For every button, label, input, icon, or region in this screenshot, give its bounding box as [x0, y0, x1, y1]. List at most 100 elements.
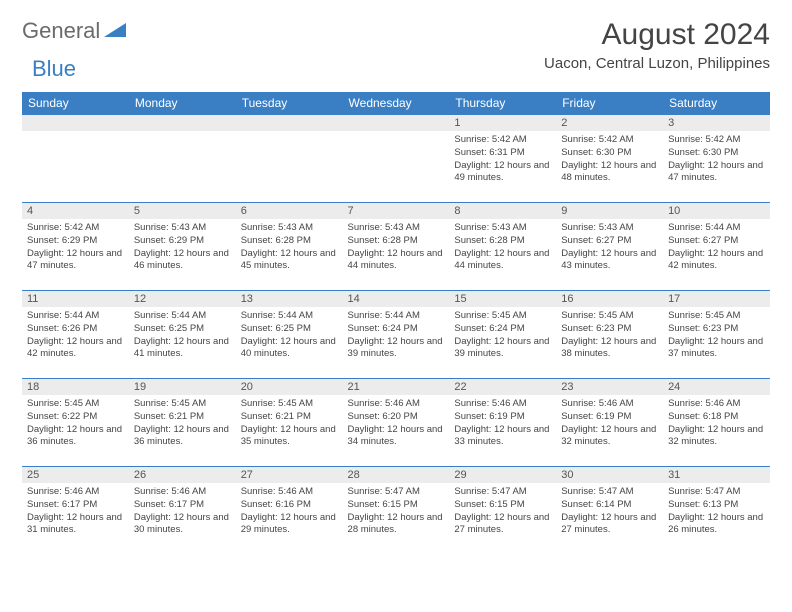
day-details: Sunrise: 5:42 AMSunset: 6:31 PMDaylight:… — [449, 131, 556, 189]
day-number: 3 — [663, 115, 770, 131]
day-details: Sunrise: 5:47 AMSunset: 6:14 PMDaylight:… — [556, 483, 663, 541]
day-number: 31 — [663, 467, 770, 483]
daylight-line: Daylight: 12 hours and 40 minutes. — [241, 336, 336, 360]
calendar-day-cell: 1Sunrise: 5:42 AMSunset: 6:31 PMDaylight… — [449, 115, 556, 203]
daylight-line: Daylight: 12 hours and 27 minutes. — [561, 512, 656, 536]
sunrise-line: Sunrise: 5:45 AM — [454, 310, 526, 321]
calendar-week-row: 4Sunrise: 5:42 AMSunset: 6:29 PMDaylight… — [22, 203, 770, 291]
day-details: Sunrise: 5:46 AM Sunset: 6:17 PM Daylight:… — [22, 483, 129, 541]
daylight-line: Daylight: 12 hours and 34 minutes. — [348, 424, 443, 448]
sunset-line: Sunset: 6:15 PM — [454, 499, 524, 510]
daylight-line: Daylight: 12 hours and 49 minutes. — [454, 160, 549, 184]
sunrise-line: Sunrise: 5:42 AM — [561, 134, 633, 145]
calendar-day-cell — [343, 115, 450, 203]
calendar-day-cell: 5Sunrise: 5:43 AMSunset: 6:29 PMDaylight… — [129, 203, 236, 291]
day-number: 7 — [343, 203, 450, 219]
calendar-day-cell: 23Sunrise: 5:46 AMSunset: 6:19 PMDayligh… — [556, 379, 663, 467]
daylight-line: Daylight: 12 hours and 33 minutes. — [454, 424, 549, 448]
calendar-day-cell — [236, 115, 343, 203]
day-details: Sunrise: 5:46 AMSunset: 6:19 PMDaylight:… — [556, 395, 663, 453]
calendar-day-cell: 19Sunrise: 5:45 AMSunset: 6:21 PMDayligh… — [129, 379, 236, 467]
calendar-week-row: 1Sunrise: 5:42 AMSunset: 6:31 PMDaylight… — [22, 115, 770, 203]
daylight-line: Daylight: 12 hours and 43 minutes. — [561, 248, 656, 272]
calendar-day-cell: 15Sunrise: 5:45 AMSunset: 6:24 PMDayligh… — [449, 291, 556, 379]
sunrise-line: Sunrise: 5:46 AM — [454, 398, 526, 409]
day-details: Sunrise: 5:45 AMSunset: 6:23 PMDaylight:… — [663, 307, 770, 365]
day-number: 12 — [129, 291, 236, 307]
sunrise-line: Sunrise: 5:43 AM — [454, 222, 526, 233]
daylight-line: Daylight: 12 hours and 35 minutes. — [241, 424, 336, 448]
day-number: 13 — [236, 291, 343, 307]
calendar-day-cell: 7Sunrise: 5:43 AMSunset: 6:28 PMDaylight… — [343, 203, 450, 291]
sunset-line: Sunset: 6:29 PM — [27, 235, 97, 246]
day-details: Sunrise: 5:44 AMSunset: 6:25 PMDaylight:… — [236, 307, 343, 365]
daylight-line: Daylight: 12 hours and 47 minutes. — [27, 248, 122, 272]
calendar-day-cell: 3Sunrise: 5:42 AMSunset: 6:30 PMDaylight… — [663, 115, 770, 203]
day-number: 10 — [663, 203, 770, 219]
daylight-line: Daylight: 12 hours and 31 minutes. — [27, 512, 122, 536]
daylight-line: Daylight: 12 hours and 30 minutes. — [134, 512, 229, 536]
weekday-header: Sunday — [22, 92, 129, 115]
sunrise-line: Sunrise: 5:46 AM — [27, 486, 99, 497]
daylight-line: Daylight: 12 hours and 45 minutes. — [241, 248, 336, 272]
calendar-table: SundayMondayTuesdayWednesdayThursdayFrid… — [22, 92, 770, 555]
day-details: Sunrise: 5:45 AMSunset: 6:21 PMDaylight:… — [129, 395, 236, 453]
sunset-line: Sunset: 6:15 PM — [348, 499, 418, 510]
sunrise-line: Sunrise: 5:46 AM — [561, 398, 633, 409]
weekday-header: Tuesday — [236, 92, 343, 115]
day-details: Sunrise: 5:44 AMSunset: 6:27 PMDaylight:… — [663, 219, 770, 277]
day-number — [22, 115, 129, 131]
sunset-line: Sunset: 6:21 PM — [241, 411, 311, 422]
sunset-line: Sunset: 6:19 PM — [454, 411, 524, 422]
calendar-day-cell: 26Sunrise: 5:46 AMSunset: 6:17 PMDayligh… — [129, 467, 236, 555]
title-block: August 2024 Uacon, Central Luzon, Philip… — [544, 18, 770, 72]
calendar-body: 1Sunrise: 5:42 AMSunset: 6:31 PMDaylight… — [22, 115, 770, 555]
sunrise-line: Sunrise: 5:47 AM — [348, 486, 420, 497]
day-details: Sunrise: 5:42 AMSunset: 6:30 PMDaylight:… — [663, 131, 770, 189]
sunset-line: Sunset: 6:31 PM — [454, 147, 524, 158]
day-details: Sunrise: 5:46 AMSunset: 6:18 PMDaylight:… — [663, 395, 770, 453]
calendar-day-cell: 21Sunrise: 5:46 AMSunset: 6:20 PMDayligh… — [343, 379, 450, 467]
day-number: 30 — [556, 467, 663, 483]
day-number: 17 — [663, 291, 770, 307]
daylight-line: Daylight: 12 hours and 37 minutes. — [668, 336, 763, 360]
sunrise-line: Sunrise: 5:46 AM — [348, 398, 420, 409]
sunset-line: Sunset: 6:28 PM — [454, 235, 524, 246]
day-details: Sunrise: 5:45 AMSunset: 6:24 PMDaylight:… — [449, 307, 556, 365]
month-title: August 2024 — [544, 18, 770, 52]
sunrise-line: Sunrise: 5:43 AM — [241, 222, 313, 233]
calendar-day-cell: 11Sunrise: 5:44 AMSunset: 6:26 PMDayligh… — [22, 291, 129, 379]
calendar-day-cell: 17Sunrise: 5:45 AMSunset: 6:23 PMDayligh… — [663, 291, 770, 379]
sunset-line: Sunset: 6:14 PM — [561, 499, 631, 510]
sunrise-line: Sunrise: 5:44 AM — [348, 310, 420, 321]
day-number: 23 — [556, 379, 663, 395]
sunrise-line: Sunrise: 5:45 AM — [27, 398, 99, 409]
daylight-line: Daylight: 12 hours and 44 minutes. — [454, 248, 549, 272]
sunrise-line: Sunrise: 5:45 AM — [561, 310, 633, 321]
sunrise-line: Sunrise: 5:46 AM — [241, 486, 313, 497]
sunset-line: Sunset: 6:17 PM — [27, 499, 97, 510]
weekday-header: Friday — [556, 92, 663, 115]
sunrise-line: Sunrise: 5:46 AM — [668, 398, 740, 409]
daylight-line: Daylight: 12 hours and 47 minutes. — [668, 160, 763, 184]
sunset-line: Sunset: 6:28 PM — [241, 235, 311, 246]
sunrise-line: Sunrise: 5:44 AM — [27, 310, 99, 321]
day-details: Sunrise: 5:43 AMSunset: 6:28 PMDaylight:… — [343, 219, 450, 277]
calendar-day-cell: 20Sunrise: 5:45 AMSunset: 6:21 PMDayligh… — [236, 379, 343, 467]
day-number: 16 — [556, 291, 663, 307]
day-number: 4 — [22, 203, 129, 219]
brand-logo: General — [22, 18, 128, 44]
day-number: 11 — [22, 291, 129, 307]
calendar-day-cell: 24Sunrise: 5:46 AMSunset: 6:18 PMDayligh… — [663, 379, 770, 467]
calendar-day-cell: 2Sunrise: 5:42 AMSunset: 6:30 PMDaylight… — [556, 115, 663, 203]
daylight-line: Daylight: 12 hours and 42 minutes. — [668, 248, 763, 272]
day-number: 24 — [663, 379, 770, 395]
day-details: Sunrise: 5:44 AMSunset: 6:26 PMDaylight:… — [22, 307, 129, 365]
sunset-line: Sunset: 6:27 PM — [668, 235, 738, 246]
day-number: 28 — [343, 467, 450, 483]
sunrise-line: Sunrise: 5:43 AM — [348, 222, 420, 233]
day-details: Sunrise: 5:43 AMSunset: 6:27 PMDaylight:… — [556, 219, 663, 277]
day-details: Sunrise: 5:45 AMSunset: 6:21 PMDaylight:… — [236, 395, 343, 453]
day-details: Sunrise: 5:43 AMSunset: 6:29 PMDaylight:… — [129, 219, 236, 277]
day-number: 21 — [343, 379, 450, 395]
